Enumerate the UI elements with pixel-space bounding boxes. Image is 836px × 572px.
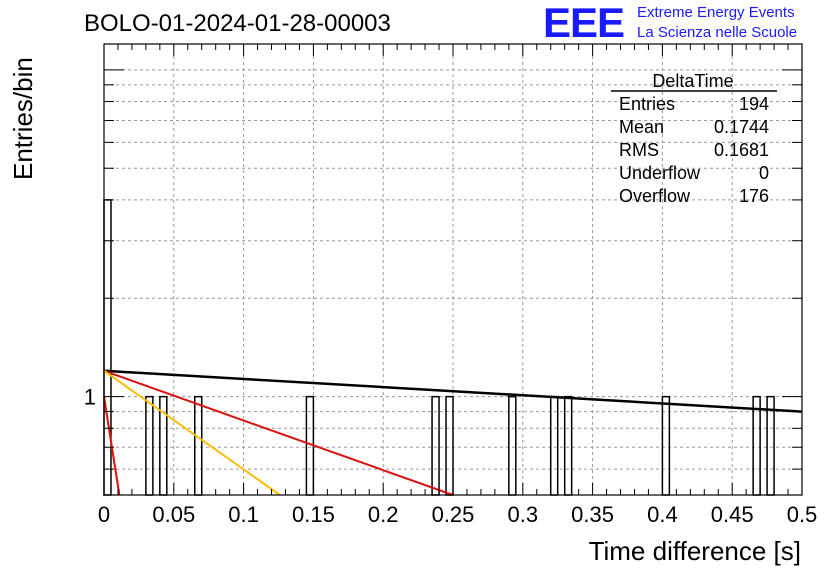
fit-line: [103, 369, 803, 413]
x-tick-label: 0: [98, 502, 110, 527]
x-tick-label: 0.5: [787, 502, 818, 527]
stats-value: 0.1681: [714, 140, 769, 160]
stats-label: Overflow: [619, 186, 691, 206]
x-tick-label: 0.3: [508, 502, 539, 527]
stats-value: 194: [739, 94, 769, 114]
stats-title: DeltaTime: [652, 71, 733, 91]
x-tick-label: 0.45: [711, 502, 754, 527]
fit-lines: [103, 369, 803, 496]
x-tick-label: 0.15: [292, 502, 335, 527]
y-tick-label: 1: [84, 385, 96, 410]
x-tick-label: 0.05: [152, 502, 195, 527]
run-title: BOLO-01-2024-01-28-00003: [84, 10, 391, 37]
x-tick-label: 0.4: [647, 502, 678, 527]
y-axis-label: Entries/bin: [8, 57, 38, 180]
x-tick-label: 0.35: [571, 502, 614, 527]
stats-value: 0.1744: [714, 117, 769, 137]
stats-label: Mean: [619, 117, 664, 137]
histogram-bars: [103, 199, 775, 496]
x-tick-labels: 0 0.05 0.1 0.15 0.2 0.25 0.3 0.35 0.4 0.45 0.5: [98, 502, 817, 527]
axis-ticks: [103, 44, 803, 495]
logo-line-1: Extreme Energy Events: [637, 4, 795, 21]
x-tick-label: 0.1: [228, 502, 259, 527]
fit-line: [103, 369, 454, 496]
fit-line: [103, 396, 121, 496]
histogram-bar: [103, 199, 112, 496]
logo-line-2: La Scienza nelle Scuole: [637, 24, 798, 41]
stats-label: Entries: [619, 94, 675, 114]
x-axis-label: Time difference [s]: [589, 536, 801, 566]
x-tick-label: 0.2: [368, 502, 399, 527]
stats-box: DeltaTime Entries 194 Mean 0.1744 RMS 0.1681 U…: [611, 71, 777, 206]
stats-label: RMS: [619, 140, 659, 160]
eee-logo: EEE: [543, 0, 625, 46]
stats-value: 0: [759, 163, 769, 183]
x-tick-label: 0.25: [432, 502, 475, 527]
y-tick-labels: 1: [84, 385, 96, 410]
fit-line: [103, 369, 281, 496]
stats-label: Underflow: [619, 163, 701, 183]
stats-value: 176: [739, 186, 769, 206]
